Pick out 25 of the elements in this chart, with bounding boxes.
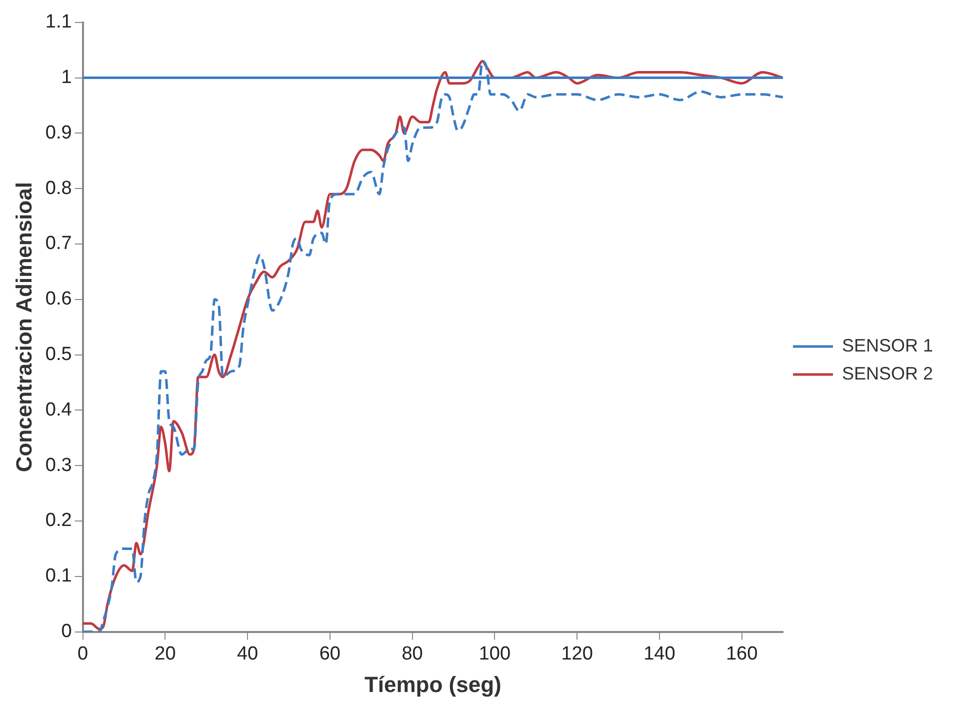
y-tick-label: 0.5 xyxy=(45,344,72,366)
x-tick-label: 140 xyxy=(644,643,676,664)
y-tick-label: 0.4 xyxy=(45,399,72,420)
y-tick-label: 0.8 xyxy=(45,178,72,199)
x-tick-label: 120 xyxy=(561,643,593,664)
y-tick-label: 0.1 xyxy=(45,566,72,587)
x-axis-title: Tíempo (seg) xyxy=(364,672,502,697)
y-tick-label: 0.2 xyxy=(45,510,72,532)
y-tick-label: 1.1 xyxy=(45,12,72,33)
y-tick-label: 0.6 xyxy=(45,288,72,310)
legend-label: SENSOR 2 xyxy=(842,363,934,384)
x-tick-label: 80 xyxy=(402,643,423,664)
y-tick-label: 0.9 xyxy=(45,122,72,144)
y-tick-label: 0.7 xyxy=(45,233,72,254)
x-tick-label: 20 xyxy=(154,643,176,664)
x-tick-label: 40 xyxy=(236,643,258,664)
y-tick-label: 1 xyxy=(61,67,72,88)
y-tick-label: 0 xyxy=(61,621,72,642)
y-tick-label: 0.3 xyxy=(45,454,72,476)
x-tick-label: 60 xyxy=(319,643,340,664)
x-tick-label: 100 xyxy=(478,643,511,664)
legend-label: SENSOR 1 xyxy=(842,335,934,356)
y-axis-title: Concentracion Adimensioal xyxy=(11,182,36,472)
x-tick-label: 0 xyxy=(78,643,88,664)
x-tick-label: 160 xyxy=(726,643,758,664)
